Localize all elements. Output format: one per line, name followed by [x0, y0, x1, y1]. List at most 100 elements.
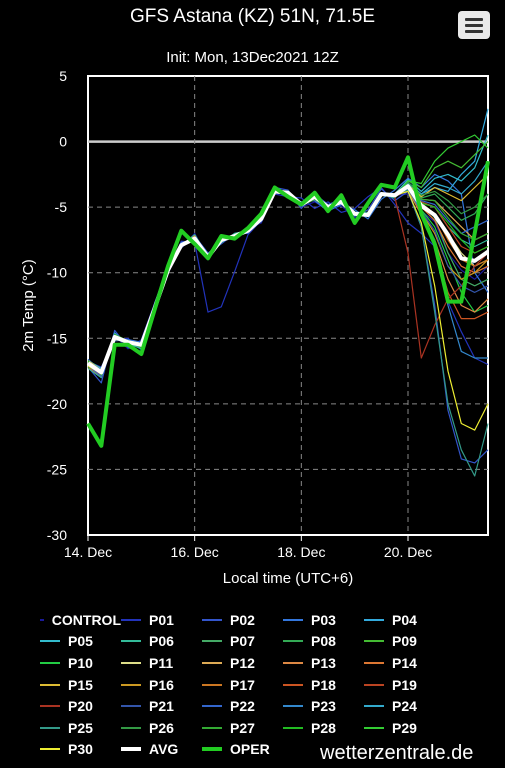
legend-item-p18[interactable]: P18: [283, 675, 364, 695]
legend-label: AVG: [149, 741, 179, 758]
y-axis-label: 2m Temp (°C): [20, 259, 37, 351]
legend-item-avg[interactable]: AVG: [121, 740, 202, 760]
x-tick-label: 14. Dec: [64, 544, 112, 560]
legend-swatch: [202, 661, 222, 664]
legend-item-p27[interactable]: P27: [202, 718, 283, 738]
legend-label: P19: [392, 676, 417, 693]
legend-item-p17[interactable]: P17: [202, 675, 283, 695]
y-tick-label: 0: [59, 134, 67, 150]
legend-swatch: [40, 726, 60, 729]
chart-subtitle: Init: Mon, 13Dec2021 12Z: [166, 49, 339, 66]
legend-label: P06: [149, 633, 174, 650]
legend-item-p08[interactable]: P08: [283, 632, 364, 652]
legend-swatch: [283, 640, 303, 643]
legend-label: P27: [230, 719, 255, 736]
legend-label: P26: [149, 719, 174, 736]
y-tick-label: 5: [59, 68, 67, 84]
legend-item-p02[interactable]: P02: [202, 610, 283, 630]
hamburger-icon[interactable]: [458, 11, 490, 39]
legend-label: P08: [311, 633, 336, 650]
legend-label: P21: [149, 698, 174, 715]
legend-label: P11: [149, 654, 174, 671]
legend-label: P02: [230, 611, 255, 628]
legend-swatch: [202, 683, 222, 686]
legend-label: P25: [68, 719, 93, 736]
legend-item-control[interactable]: CONTROL: [40, 610, 121, 630]
legend-swatch: [121, 683, 141, 686]
legend-swatch: [283, 661, 303, 664]
watermark: wetterzentrale.de: [320, 742, 474, 764]
legend-label: P23: [311, 698, 336, 715]
x-axis-label: Local time (UTC+6): [223, 570, 353, 587]
legend-item-oper[interactable]: OPER: [202, 740, 283, 760]
legend-label: P12: [230, 654, 255, 671]
x-tick-label: 16. Dec: [171, 544, 219, 560]
legend-item-p06[interactable]: P06: [121, 632, 202, 652]
legend-swatch: [40, 618, 44, 621]
legend-item-p13[interactable]: P13: [283, 653, 364, 673]
legend-label: P20: [68, 698, 93, 715]
legend-item-p20[interactable]: P20: [40, 696, 121, 716]
legend-item-p07[interactable]: P07: [202, 632, 283, 652]
legend-item-p23[interactable]: P23: [283, 696, 364, 716]
legend-item-p22[interactable]: P22: [202, 696, 283, 716]
legend-swatch: [121, 618, 141, 621]
legend-item-p03[interactable]: P03: [283, 610, 364, 630]
chart-title: GFS Astana (KZ) 51N, 71.5E: [130, 6, 375, 27]
legend-label: P17: [230, 676, 255, 693]
series-line-oper: [86, 155, 490, 448]
legend-item-p09[interactable]: P09: [364, 632, 445, 652]
legend-item-p30[interactable]: P30: [40, 740, 121, 760]
legend-swatch: [121, 661, 141, 664]
y-tick-label: -25: [47, 461, 67, 477]
legend-item-p29[interactable]: P29: [364, 718, 445, 738]
legend-item-p25[interactable]: P25: [40, 718, 121, 738]
legend-item-p12[interactable]: P12: [202, 653, 283, 673]
y-tick-label: -15: [47, 330, 67, 346]
legend-item-p11[interactable]: P11: [121, 653, 202, 673]
legend-swatch: [202, 640, 222, 643]
legend-swatch: [40, 640, 60, 643]
legend-item-p14[interactable]: P14: [364, 653, 445, 673]
legend-swatch: [40, 661, 60, 664]
legend-item-p19[interactable]: P19: [364, 675, 445, 695]
legend-item-p04[interactable]: P04: [364, 610, 445, 630]
legend: CONTROL P01 P02 P03 P04 P05 P06 P07 P08 P09 P10 P11…: [40, 610, 480, 759]
legend-swatch: [121, 726, 141, 729]
legend-swatch: [364, 661, 384, 664]
legend-swatch: [283, 726, 303, 729]
legend-label: P15: [68, 676, 93, 693]
legend-label: P09: [392, 633, 417, 650]
legend-label: OPER: [230, 741, 270, 758]
legend-label: CONTROL: [51, 611, 121, 628]
legend-item-p01[interactable]: P01: [121, 610, 202, 630]
legend-label: P07: [230, 633, 255, 650]
legend-item-p05[interactable]: P05: [40, 632, 121, 652]
legend-item-p21[interactable]: P21: [121, 696, 202, 716]
legend-label: P18: [311, 676, 336, 693]
legend-swatch: [202, 747, 222, 752]
y-tick-label: -20: [47, 396, 67, 412]
legend-swatch: [364, 640, 384, 643]
legend-item-p15[interactable]: P15: [40, 675, 121, 695]
legend-label: P22: [230, 698, 255, 715]
legend-label: P05: [68, 633, 93, 650]
legend-item-p10[interactable]: P10: [40, 653, 121, 673]
plot-area: [87, 75, 489, 536]
legend-swatch: [364, 705, 384, 708]
legend-label: P14: [392, 654, 417, 671]
legend-item-p26[interactable]: P26: [121, 718, 202, 738]
legend-item-p28[interactable]: P28: [283, 718, 364, 738]
legend-item-p16[interactable]: P16: [121, 675, 202, 695]
legend-swatch: [202, 618, 222, 621]
legend-swatch: [283, 683, 303, 686]
legend-swatch: [364, 618, 384, 621]
legend-swatch: [121, 640, 141, 643]
y-tick-label: -10: [47, 265, 67, 281]
legend-label: P04: [392, 611, 417, 628]
legend-swatch: [283, 705, 303, 708]
legend-label: P30: [68, 741, 93, 758]
legend-label: P16: [149, 676, 174, 693]
legend-swatch: [283, 618, 303, 621]
legend-item-p24[interactable]: P24: [364, 696, 445, 716]
